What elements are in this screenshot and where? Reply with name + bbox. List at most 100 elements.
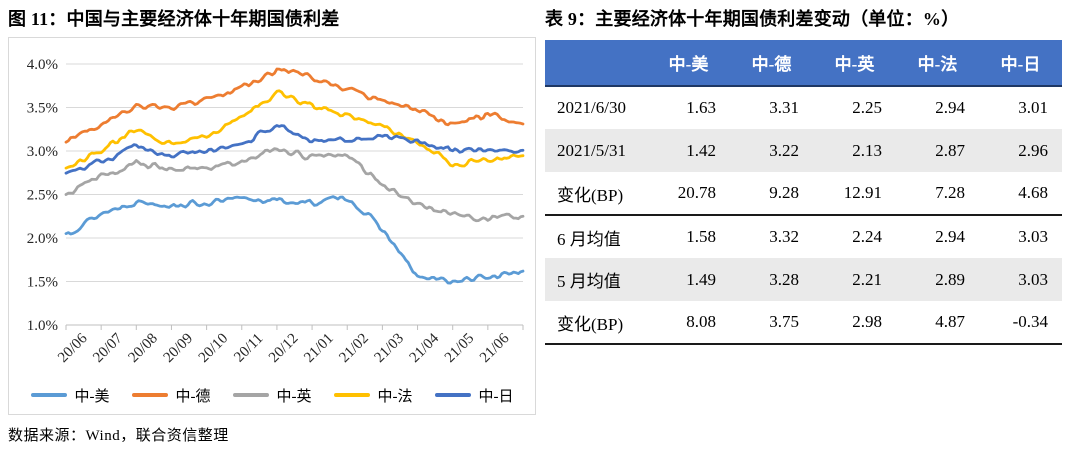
y-tick-label: 1.0%: [27, 318, 58, 334]
chart-svg: 1.0%1.5%2.0%2.5%3.0%3.5%4.0%20/06 20/07 20…: [27, 57, 525, 366]
row-label-cell: 变化(BP): [545, 301, 647, 345]
table-row: 6 月均值 1.58 3.32 2.24 2.94 3.03: [545, 215, 1062, 258]
series-line-1: [64, 67, 525, 144]
value-cell: 2.96: [1018, 140, 1048, 160]
value-cell: 3.32: [769, 227, 799, 246]
value-cell: 3.75: [730, 301, 813, 345]
y-tick-label: 4.0%: [27, 57, 58, 73]
value-cell: 2.94: [935, 227, 965, 246]
legend-item: 中-英: [232, 385, 312, 406]
x-tick-label: 21/06: [477, 330, 513, 366]
value-cell: 2.25: [852, 98, 882, 117]
header-cell: 中-德: [751, 55, 792, 74]
legend-label: 中-美: [74, 388, 110, 405]
legend-item: 中-美: [30, 385, 110, 406]
legend-swatch: [232, 393, 269, 397]
value-cell: 2.89: [935, 269, 965, 289]
x-tick-label: 20/09: [161, 331, 196, 366]
value-cell: 2.21: [852, 269, 882, 289]
x-tick-label: 20/06: [55, 330, 91, 366]
gridlines: [66, 63, 523, 326]
value-cell: 8.08: [647, 301, 730, 345]
table-panel: 表 9：主要经济体十年期国债利差变动（单位：%） 中-美 中-德 中-英 中-法 中-日…: [545, 6, 1065, 345]
table-header: 中-美 中-德 中-英 中-法 中-日: [545, 40, 1062, 86]
x-tick-label: 21/01: [301, 331, 336, 366]
chart-frame: 1.0% 1.5% 2.0% 2.5% 3.0% 3.5% 4.0% 20/06 20/07 20…: [8, 37, 536, 415]
table-row: 变化(BP) 8.08 3.75 2.98 4.87 -0.34: [545, 301, 1062, 345]
header-cell-empty: [545, 40, 647, 86]
y-tick-label: 2.0%: [27, 231, 58, 247]
series-line-3: [64, 89, 525, 170]
x-tick-label: 21/04: [407, 330, 443, 366]
table-row: 2021/6/30 1.63 3.31 2.25 2.94 3.01: [545, 86, 1062, 129]
series-line-0: [64, 195, 525, 285]
row-label-cell: 变化(BP): [545, 172, 647, 216]
value-cell: 2.87: [935, 140, 965, 160]
legend-label: 中-日: [478, 388, 514, 405]
y-tick-label: 3.0%: [27, 144, 58, 160]
value-cell: 9.28: [730, 172, 813, 216]
table-row: 5 月均值 1.49 3.28 2.21 2.89 3.03: [545, 258, 1062, 301]
table-row: 变化(BP) 20.78 9.28 12.91 7.28 4.68: [545, 172, 1062, 216]
row-label-cell: 5 月均值: [557, 272, 621, 291]
legend-swatch: [30, 393, 67, 397]
x-tick-label: 20/11: [231, 331, 266, 366]
value-cell: 3.28: [769, 269, 799, 289]
figure-panel: 图 11：中国与主要经济体十年期国债利差 1.0% 1.5% 2.0% 2.5% 3.0…: [8, 6, 536, 445]
row-label-cell: 2021/5/31: [557, 140, 626, 160]
value-cell: 3.22: [769, 140, 799, 160]
y-tick-label: 3.5%: [27, 101, 58, 117]
figure-title: 图 11：中国与主要经济体十年期国债利差: [8, 9, 340, 29]
value-cell: 2.98: [813, 301, 896, 345]
legend-label: 中-法: [377, 388, 413, 405]
x-tick-label: 20/08: [125, 331, 160, 366]
y-axis-labels: 1.0% 1.5% 2.0% 2.5% 3.0% 3.5% 4.0%: [27, 57, 58, 334]
table-title: 表 9：主要经济体十年期国债利差变动（单位：%）: [545, 9, 960, 29]
header-cell: 中-英: [834, 55, 875, 74]
row-label-cell: 2021/6/30: [557, 98, 626, 117]
legend-swatch: [434, 393, 471, 397]
value-cell: 3.03: [1018, 269, 1048, 289]
x-tick-label: 21/02: [336, 331, 371, 366]
value-cell: 1.58: [686, 227, 716, 246]
legend-label: 中-德: [175, 388, 211, 405]
header-cell: 中-美: [668, 55, 709, 74]
value-cell: 4.87: [896, 301, 979, 345]
legend-item: 中-日: [434, 385, 514, 406]
legend-item: 中-法: [333, 385, 413, 406]
table-body: 2021/6/30 1.63 3.31 2.25 2.94 3.01 2021/5/31 1.…: [545, 86, 1062, 345]
legend-swatch: [131, 393, 168, 397]
value-cell: 3.01: [1018, 98, 1048, 117]
table-row: 2021/5/31 1.42 3.22 2.13 2.87 2.96: [545, 129, 1062, 172]
legend-label: 中-英: [276, 388, 312, 405]
value-cell: 3.03: [1018, 227, 1048, 246]
header-cell: 中-日: [1000, 55, 1041, 74]
x-tick-label: 20/10: [196, 331, 231, 366]
value-cell: 2.13: [852, 140, 882, 160]
x-tick-label: 20/12: [266, 331, 301, 366]
value-cell: 1.42: [686, 140, 716, 160]
value-cell: 3.31: [769, 98, 799, 117]
spread-table: 中-美 中-德 中-英 中-法 中-日 2021/6/30 1.63 3.31 2.25 2.9…: [545, 40, 1062, 345]
value-cell: 20.78: [647, 172, 730, 216]
y-tick-label: 2.5%: [27, 188, 58, 204]
x-tick-label: 20/07: [90, 330, 126, 366]
value-cell: 1.49: [686, 269, 716, 289]
chart-legend: 中-美 中-德 中-英 中-法 中-日: [9, 378, 535, 412]
chart-source: 数据来源：Wind，联合资信整理: [8, 428, 229, 444]
value-cell: 7.28: [896, 172, 979, 216]
value-cell: 1.63: [686, 98, 716, 117]
x-tick-label: 21/03: [372, 331, 407, 366]
legend-swatch: [333, 393, 370, 397]
value-cell: 2.94: [935, 98, 965, 117]
value-cell: 2.24: [852, 227, 882, 246]
header-row: 中-美 中-德 中-英 中-法 中-日: [545, 40, 1062, 86]
series-line-2: [64, 147, 525, 223]
series-line-4: [64, 124, 525, 175]
value-cell: -0.34: [979, 301, 1062, 345]
legend-item: 中-德: [131, 385, 211, 406]
value-cell: 12.91: [813, 172, 896, 216]
value-cell: 4.68: [979, 172, 1062, 216]
header-cell: 中-法: [917, 55, 958, 74]
y-tick-label: 1.5%: [27, 275, 58, 291]
